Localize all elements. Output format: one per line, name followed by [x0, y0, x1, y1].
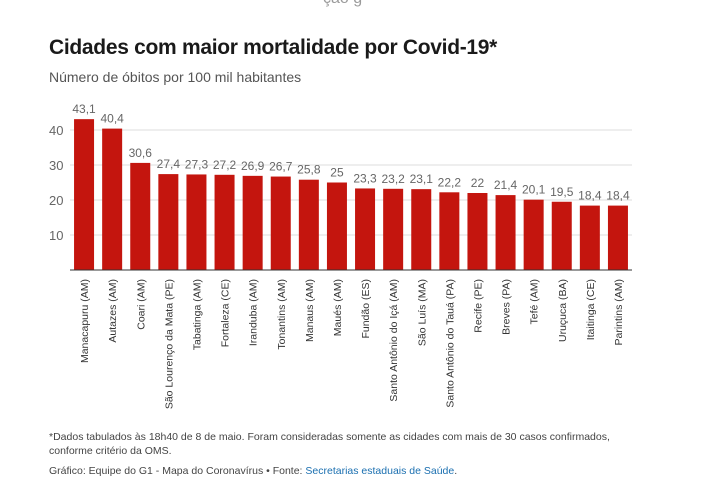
category-label: Recife (PE): [472, 279, 484, 333]
bar: [102, 128, 123, 270]
bar: [326, 182, 347, 270]
category-label: Autazes (AM): [107, 279, 119, 343]
bar: [383, 188, 404, 270]
category-label: Tonantins (AM): [276, 279, 288, 350]
value-label: 25,8: [297, 163, 321, 177]
value-label: 23,1: [410, 172, 434, 186]
source-link[interactable]: Secretarias estaduais de Saúde: [305, 465, 455, 477]
y-tick-label: 10: [49, 228, 63, 243]
bar: [130, 162, 151, 270]
bar: [495, 195, 516, 270]
category-labels: Manacapuru (AM) Autazes (AM) Coari (AM) São…: [79, 279, 625, 409]
bar: [439, 192, 460, 270]
bar: [551, 201, 572, 270]
footnote: *Dados tabulados às 18h40 de 8 de maio. …: [49, 431, 610, 457]
bar: [607, 205, 628, 270]
y-tick-label: 30: [49, 158, 63, 173]
bar: [298, 179, 319, 270]
credit-line: Gráfico: Equipe do G1 - Mapa do Coronaví…: [49, 464, 689, 478]
chart-title: Cidades com maior mortalidade por Covid-…: [49, 36, 498, 59]
category-label: São Luís (MA): [416, 279, 428, 346]
credit-prefix: Gráfico: Equipe do G1 - Mapa do Coronaví…: [49, 465, 306, 477]
category-label: Tabatinga (AM): [191, 279, 203, 350]
category-label: Breves (PA): [501, 279, 513, 335]
category-label: São Lourenço da Mata (PE): [163, 279, 175, 409]
value-label: 27,4: [157, 157, 181, 171]
y-tick-label: 20: [49, 193, 63, 208]
value-label: 27,2: [213, 158, 237, 172]
value-label: 25: [330, 166, 344, 180]
value-label: 27,3: [185, 157, 209, 171]
value-label: 19,5: [550, 185, 574, 199]
category-label: Santo Antônio do Tauá (PA): [444, 279, 456, 408]
category-label: Itaitinga (CE): [585, 279, 597, 340]
bars: [74, 119, 628, 271]
bar: [270, 176, 291, 270]
bar: [242, 175, 263, 270]
bar: [411, 189, 432, 270]
value-label: 18,4: [578, 189, 602, 203]
bar: [214, 174, 235, 270]
value-label: 18,4: [606, 189, 630, 203]
category-label: Uruçuca (BA): [557, 279, 569, 342]
category-label: Manaus (AM): [304, 279, 316, 342]
value-label: 26,7: [269, 160, 293, 174]
bar: [523, 199, 544, 270]
category-label: Tefé (AM): [529, 279, 541, 325]
category-label: Parintins (AM): [613, 279, 625, 346]
value-label: 22: [471, 176, 485, 190]
y-tick-labels: 10 20 30 40: [49, 123, 63, 243]
category-label: Manacapuru (AM): [79, 279, 91, 363]
bar: [355, 188, 376, 270]
category-label: Fortaleza (CE): [220, 279, 232, 347]
top-cut-text: ção g: [323, 0, 362, 8]
value-label: 40,4: [100, 112, 124, 126]
chart-subtitle: Número de óbitos por 100 mil habitantes: [49, 69, 302, 85]
value-label: 21,4: [494, 178, 518, 192]
bar: [74, 119, 95, 271]
bar: [579, 205, 600, 270]
grid-lines: [70, 129, 632, 236]
value-label: 30,6: [129, 146, 153, 160]
value-label: 26,9: [241, 159, 265, 173]
value-label: 23,2: [381, 172, 405, 186]
value-label: 22,2: [438, 175, 462, 189]
category-label: Santo Antônio do Içá (AM): [388, 279, 400, 402]
category-label: Coari (AM): [135, 279, 147, 330]
value-labels: 43,1 40,4 30,6 27,4 27,3 27,2 26,9 26,7 25,8 25 23…: [72, 102, 630, 202]
bar: [158, 174, 179, 270]
bar: [186, 174, 207, 270]
value-label: 43,1: [72, 102, 96, 116]
value-label: 23,3: [353, 171, 377, 185]
bar-chart: 10 20 30 40 43,1 40,4 30,6 27,4 27,3 27,2 26,9 26,…: [49, 102, 632, 409]
value-label: 20,1: [522, 183, 546, 197]
bar: [467, 193, 488, 270]
credit-suffix: .: [454, 465, 458, 477]
y-tick-label: 40: [49, 123, 63, 138]
category-label: Iranduba (AM): [248, 279, 260, 346]
category-label: Fundão (ES): [360, 279, 372, 339]
category-label: Maués (AM): [332, 279, 344, 336]
